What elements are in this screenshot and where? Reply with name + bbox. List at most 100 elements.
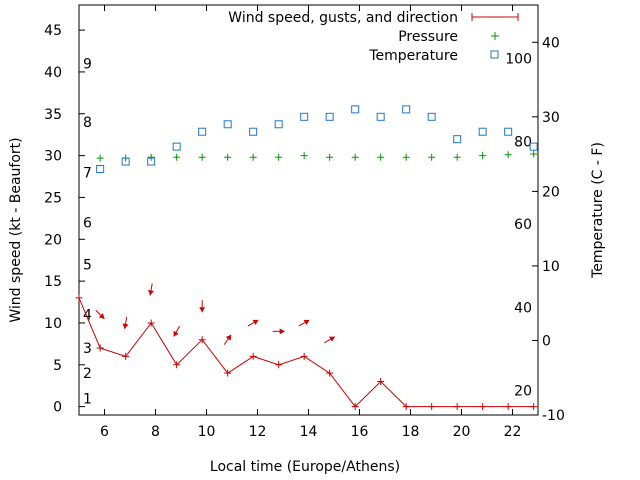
fahrenheit-label: 100 xyxy=(505,52,532,68)
temperature-point xyxy=(223,120,232,129)
fahrenheit-scale-labels: 20 40 60 80 100 xyxy=(505,52,532,400)
wind-speed-point xyxy=(122,352,130,360)
arrow-head xyxy=(122,323,129,329)
wind-direction-arrow xyxy=(324,336,336,344)
fahrenheit-label: 20 xyxy=(514,383,532,399)
wind-direction-arrow xyxy=(298,319,310,327)
y2-tick-label: -10 xyxy=(542,408,565,424)
y-axis-label: Wind speed (kt - Beaufort) xyxy=(8,137,24,322)
wind-direction-arrow xyxy=(272,328,285,335)
pressure-point xyxy=(530,150,538,158)
beaufort-label: 4 xyxy=(83,308,92,324)
pressure-point xyxy=(275,153,283,161)
wind-speed-point xyxy=(530,403,538,411)
temperature-point xyxy=(147,157,156,166)
wind-speed-point xyxy=(75,294,83,302)
y-tick-label: 35 xyxy=(44,107,62,123)
x-tick-label: 16 xyxy=(351,424,369,440)
legend-label-temperature: Temperature xyxy=(368,48,458,64)
temperature-point xyxy=(121,157,130,166)
wind-speed-point xyxy=(224,369,232,377)
wind-direction-arrow xyxy=(148,283,154,296)
beaufort-label: 5 xyxy=(83,257,92,273)
beaufort-label: 9 xyxy=(83,57,92,73)
wind-speed-line xyxy=(78,297,534,408)
plot-frame xyxy=(78,4,539,416)
y-axis-ticks: 0 5 10 15 20 25 30 35 40 45 xyxy=(44,23,85,416)
wind-direction-arrow xyxy=(247,319,259,327)
x-tick-label: 20 xyxy=(453,424,471,440)
y-tick-label: 10 xyxy=(44,316,62,332)
x-tick-label: 22 xyxy=(504,424,522,440)
temperature-point xyxy=(376,112,385,121)
y-tick-label: 25 xyxy=(44,190,62,206)
pressure-point xyxy=(453,153,461,161)
legend-entry-pressure: Pressure xyxy=(398,29,499,45)
y-tick-label: 40 xyxy=(44,65,62,81)
y-tick-label: 0 xyxy=(53,400,62,416)
arrow-head xyxy=(199,307,206,313)
legend-label-wind: Wind speed, gusts, and direction xyxy=(228,10,458,26)
x-tick-label: 6 xyxy=(100,424,109,440)
wind-speed-point xyxy=(326,369,334,377)
legend-label-pressure: Pressure xyxy=(398,29,458,45)
pressure-point xyxy=(300,152,308,160)
arrow-head xyxy=(173,330,179,337)
y2-axis-label: Temperature (C - F) xyxy=(590,142,606,279)
arrow-head xyxy=(225,334,232,341)
wind-speed-point xyxy=(453,403,461,411)
wind-direction-arrow xyxy=(95,309,105,320)
temperature-point xyxy=(427,112,436,121)
x-axis-ticks: 6 8 10 12 14 16 18 20 22 xyxy=(100,5,521,440)
temperature-point xyxy=(172,142,181,151)
y2-axis-ticks: -10 0 10 20 30 40 xyxy=(532,35,565,424)
temperature-point xyxy=(274,120,283,129)
temperature-point xyxy=(351,105,360,114)
wind-direction-arrow xyxy=(122,316,129,329)
wind-speed-point xyxy=(147,319,155,327)
pressure-point xyxy=(249,153,257,161)
pressure-point xyxy=(351,153,359,161)
temperature-point xyxy=(325,112,334,121)
pressure-point xyxy=(147,153,155,161)
beaufort-label: 1 xyxy=(83,391,92,407)
temperature-point xyxy=(96,165,105,173)
beaufort-label: 8 xyxy=(83,115,92,131)
legend-entry-wind: Wind speed, gusts, and direction xyxy=(228,10,519,26)
wind-direction-arrow xyxy=(173,325,181,337)
temperature-point xyxy=(453,135,462,144)
beaufort-scale-labels: 1 2 3 4 5 6 7 8 9 xyxy=(83,57,92,408)
arrow-head xyxy=(279,328,285,335)
pressure-point xyxy=(428,153,436,161)
wind-speed-point xyxy=(479,403,487,411)
y-tick-label: 15 xyxy=(44,274,62,290)
pressure-point xyxy=(402,153,410,161)
beaufort-label: 7 xyxy=(83,165,92,181)
y-tick-label: 30 xyxy=(44,149,62,165)
wind-speed-point xyxy=(96,344,104,352)
pressure-point xyxy=(224,153,232,161)
pressure-point xyxy=(504,151,512,159)
wind-direction-arrow xyxy=(223,334,232,345)
wind-direction-arrow xyxy=(199,300,206,313)
temperature-point xyxy=(300,112,309,121)
wind-speed-point xyxy=(249,352,257,360)
fahrenheit-label: 80 xyxy=(514,134,532,150)
wind-speed-point xyxy=(351,403,359,411)
fahrenheit-label: 60 xyxy=(514,217,532,233)
beaufort-label: 2 xyxy=(83,366,92,382)
x-tick-label: 8 xyxy=(151,424,160,440)
pressure-point xyxy=(198,153,206,161)
wind-speed-point xyxy=(428,403,436,411)
temperature-point xyxy=(478,127,487,136)
temperature-point xyxy=(504,127,513,136)
x-tick-label: 10 xyxy=(198,424,216,440)
arrow-head xyxy=(252,319,259,326)
y-tick-label: 20 xyxy=(44,232,62,248)
pressure-point xyxy=(479,152,487,160)
temperature-point xyxy=(249,127,258,136)
pressure-point xyxy=(377,153,385,161)
y2-tick-label: 0 xyxy=(542,333,551,349)
y2-tick-label: 30 xyxy=(542,110,560,126)
